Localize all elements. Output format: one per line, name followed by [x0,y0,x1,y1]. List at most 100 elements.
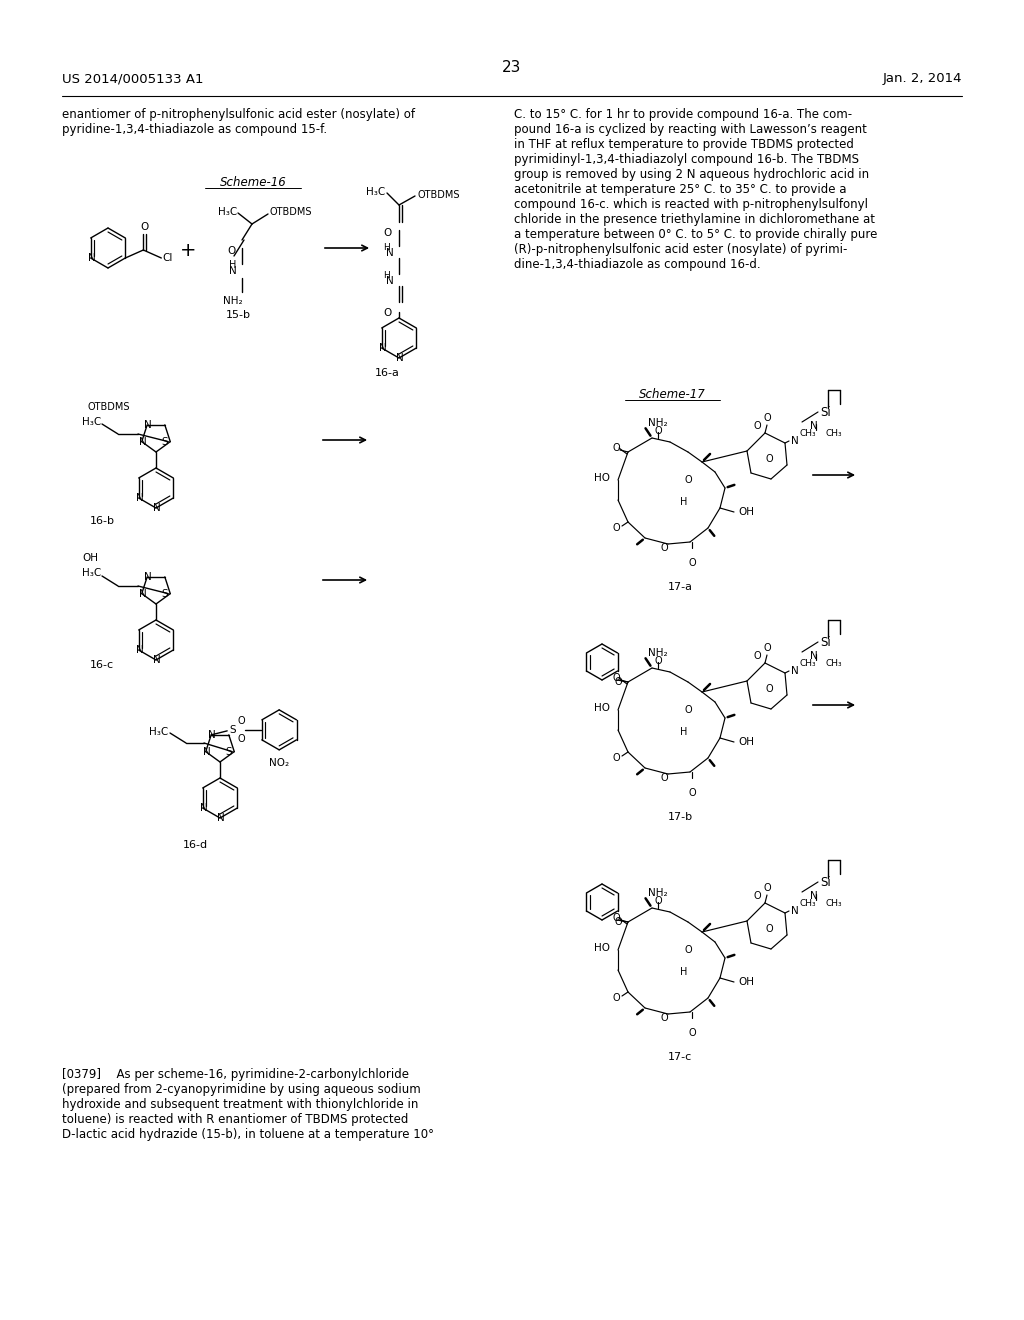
Text: 16-d: 16-d [182,840,208,850]
Text: N: N [791,906,799,916]
Text: HO: HO [594,942,610,953]
Text: N: N [154,503,161,513]
Text: N: N [810,421,818,432]
Text: H: H [680,727,688,737]
Text: O: O [660,774,668,783]
Text: Jan. 2, 2014: Jan. 2, 2014 [883,73,962,84]
Text: NH₂: NH₂ [223,296,243,306]
Text: 16-b: 16-b [90,516,115,525]
Text: O: O [688,788,696,799]
Text: N: N [386,276,394,286]
Text: S: S [229,725,236,735]
Text: S: S [225,747,232,756]
Text: O: O [238,715,245,726]
Text: H₃C: H₃C [82,417,101,426]
Text: 17-c: 17-c [668,1052,692,1063]
Text: C. to 15° C. for 1 hr to provide compound 16-a. The com-
pound 16-a is cyclized : C. to 15° C. for 1 hr to provide compoun… [514,108,878,271]
Text: N: N [139,589,146,599]
Text: N: N [810,891,818,902]
Text: O: O [754,651,761,661]
Text: HO: HO [594,704,610,713]
Text: O: O [614,677,622,686]
Text: O: O [612,993,620,1003]
Text: O: O [765,924,773,935]
Text: O: O [227,246,236,256]
Text: N: N [203,747,211,756]
Text: +: + [180,240,197,260]
Text: O: O [238,734,245,744]
Text: OTBDMS: OTBDMS [417,190,460,201]
Text: H: H [229,260,237,271]
Text: OH: OH [738,507,754,517]
Text: N: N [88,253,95,263]
Text: Cl: Cl [163,253,173,263]
Text: S: S [162,437,168,446]
Text: HO: HO [594,473,610,483]
Text: CH₃: CH₃ [799,429,816,437]
Text: O: O [612,673,620,682]
Text: [0379]  As per scheme-16, pyrimidine-2-carbonylchloride
(prepared from 2-cyanopy: [0379] As per scheme-16, pyrimidine-2-ca… [62,1068,434,1140]
Text: N: N [396,352,403,363]
Text: OTBDMS: OTBDMS [270,207,312,216]
Text: N: N [139,437,146,446]
Text: O: O [763,413,771,422]
Text: enantiomer of p-nitrophenylsulfonic acid ester (nosylate) of
pyridine-1,3,4-thia: enantiomer of p-nitrophenylsulfonic acid… [62,108,415,136]
Text: O: O [654,426,662,436]
Text: Scheme-17: Scheme-17 [639,388,706,401]
Text: O: O [612,752,620,763]
Text: NO₂: NO₂ [269,758,289,768]
Text: O: O [612,913,620,923]
Text: N: N [810,651,818,661]
Text: H: H [383,243,390,252]
Text: N: N [791,667,799,676]
Text: Scheme-16: Scheme-16 [219,176,287,189]
Text: H: H [680,498,688,507]
Text: O: O [688,558,696,568]
Text: H: H [680,968,688,977]
Text: O: O [754,421,761,432]
Text: 16-c: 16-c [90,660,114,671]
Text: 23: 23 [503,59,521,75]
Text: H₃C: H₃C [218,207,238,216]
Text: N: N [136,492,143,503]
Text: H₃C: H₃C [148,727,168,737]
Text: 17-b: 17-b [668,812,692,822]
Text: CH₃: CH₃ [826,429,843,438]
Text: O: O [654,656,662,667]
Text: N: N [200,803,208,813]
Text: O: O [384,308,392,318]
Text: N: N [144,572,152,582]
Text: OH: OH [738,977,754,987]
Text: NH₂: NH₂ [648,888,668,898]
Text: 15-b: 15-b [225,310,251,319]
Text: CH₃: CH₃ [799,899,816,908]
Text: O: O [660,1012,668,1023]
Text: OTBDMS: OTBDMS [88,403,130,412]
Text: O: O [612,523,620,533]
Text: CH₃: CH₃ [799,659,816,668]
Text: O: O [654,896,662,906]
Text: O: O [754,891,761,902]
Text: CH₃: CH₃ [826,660,843,668]
Text: Si: Si [820,875,830,888]
Text: O: O [765,454,773,465]
Text: O: O [614,917,622,927]
Text: CH₃: CH₃ [826,899,843,908]
Text: O: O [684,945,692,954]
Text: H₃C: H₃C [366,187,385,197]
Text: N: N [208,730,216,741]
Text: O: O [688,1028,696,1038]
Text: OH: OH [82,553,98,564]
Text: Si: Si [820,405,830,418]
Text: 16-a: 16-a [375,368,400,378]
Text: O: O [684,705,692,715]
Text: US 2014/0005133 A1: US 2014/0005133 A1 [62,73,204,84]
Text: S: S [162,589,168,599]
Text: N: N [136,645,143,655]
Text: N: N [386,248,394,257]
Text: N: N [791,436,799,446]
Text: NH₂: NH₂ [648,418,668,428]
Text: 17-a: 17-a [668,582,692,591]
Text: O: O [384,228,392,238]
Text: O: O [684,475,692,484]
